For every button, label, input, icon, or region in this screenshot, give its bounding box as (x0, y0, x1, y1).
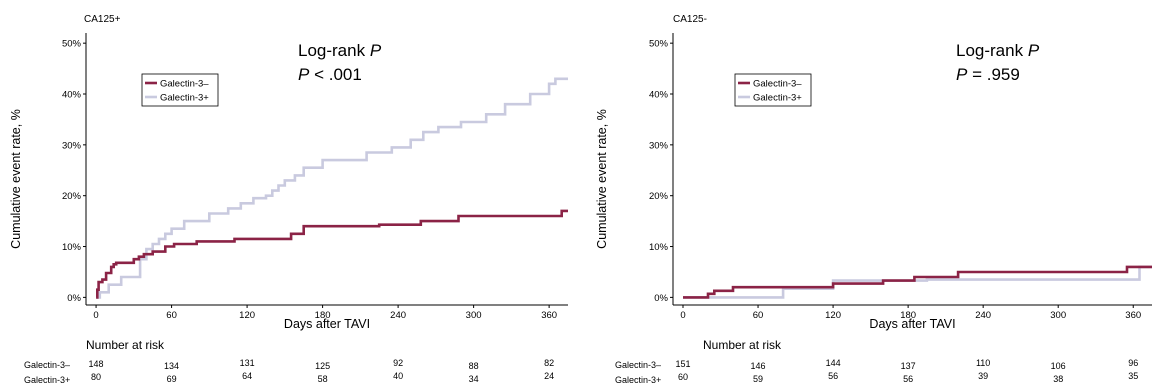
series-line-galectin-neg (96, 209, 568, 299)
stat-pvalue: P < .001 (298, 65, 362, 84)
x-tick-label: 120 (239, 310, 255, 321)
y-tick-label: 40% (649, 90, 669, 101)
risk-value: 131 (240, 358, 255, 368)
x-tick-label: 300 (466, 310, 482, 321)
x-tick-label: 240 (975, 310, 991, 321)
risk-row-label: Galectin-3– (24, 360, 70, 370)
risk-value: 106 (1051, 361, 1066, 371)
legend: Galectin-3– Galectin-3+ (734, 73, 812, 107)
legend-label: Galectin-3+ (160, 93, 209, 104)
risk-value: 64 (242, 371, 252, 381)
stat-value: = .959 (967, 65, 1019, 84)
series-line-galectin-pos (96, 77, 568, 299)
legend-label: Galectin-3– (160, 79, 209, 90)
y-tick-label: 50% (62, 39, 82, 50)
risk-value: 80 (91, 372, 101, 382)
x-tick-label: 0 (93, 310, 98, 321)
x-tick-label: 360 (1125, 310, 1141, 321)
risk-value: 56 (828, 371, 838, 381)
panel-title: CA125- (673, 14, 707, 25)
risk-value: 58 (318, 374, 328, 384)
stat-value: < .001 (309, 65, 361, 84)
legend-box (141, 73, 219, 107)
risk-value: 125 (315, 361, 330, 371)
risk-title: Number at risk (703, 338, 782, 352)
y-tick-label: 0% (67, 293, 81, 304)
x-axis-label: Days after TAVI (869, 317, 955, 331)
risk-value: 59 (753, 374, 763, 384)
series-line-galectin-neg (683, 265, 1152, 299)
risk-value: 88 (469, 361, 479, 371)
stat-p-symbol: P (298, 65, 310, 84)
risk-value: 56 (903, 374, 913, 384)
risk-value: 110 (976, 358, 990, 368)
risk-value: 39 (978, 371, 988, 381)
x-axis-label: Days after TAVI (284, 317, 370, 331)
x-tick-label: 120 (825, 310, 841, 321)
legend-label: Galectin-3– (753, 79, 802, 90)
y-tick-label: 30% (62, 140, 82, 151)
x-tick-label: 300 (1050, 310, 1066, 321)
stat-title-text: Log-rank (956, 41, 1028, 60)
y-tick-label: 10% (62, 242, 82, 253)
y-axis-label: Cumulative event rate, % (595, 109, 609, 249)
risk-value: 144 (826, 358, 841, 368)
risk-value: 146 (751, 361, 766, 371)
y-axis-label: Cumulative event rate, % (9, 109, 23, 249)
x-tick-label: 360 (541, 310, 557, 321)
risk-value: 35 (1128, 371, 1138, 381)
x-tick-label: 180 (900, 310, 916, 321)
risk-value: 38 (1053, 374, 1063, 384)
risk-value: 151 (675, 359, 690, 369)
y-tick-label: 20% (62, 191, 82, 202)
risk-value: 96 (1128, 358, 1138, 368)
y-tick-label: 20% (649, 191, 669, 202)
stat-p-symbol: P (956, 65, 968, 84)
y-tick-label: 50% (649, 39, 669, 50)
risk-value: 82 (544, 358, 554, 368)
legend-box (734, 73, 812, 107)
y-tick-label: 40% (62, 90, 82, 101)
risk-value: 148 (89, 359, 104, 369)
stat-title-p: P (1028, 41, 1040, 60)
x-tick-label: 60 (753, 310, 764, 321)
stat-title-text: Log-rank (298, 41, 370, 60)
y-tick-label: 0% (654, 293, 668, 304)
x-tick-label: 0 (680, 310, 685, 321)
panel-title: CA125+ (84, 14, 121, 25)
risk-value: 60 (678, 372, 688, 382)
risk-value: 34 (469, 374, 479, 384)
risk-value: 40 (393, 371, 403, 381)
risk-value: 137 (901, 361, 916, 371)
risk-row-label: Galectin-3+ (24, 375, 70, 385)
risk-title: Number at risk (86, 338, 165, 352)
risk-table: Number at risk Galectin-3– 151 146 144 137 110… (615, 338, 1138, 385)
y-tick-label: 30% (649, 140, 669, 151)
risk-table: Number at risk Galectin-3– 148 134 131 125 92 8… (24, 338, 554, 385)
risk-row-label: Galectin-3+ (615, 375, 661, 385)
chart-panel-2: CA125- 0% 10% 20% 30% 40% 50% 0 60 120 180 240 300 36… (595, 14, 1152, 385)
risk-value: 92 (393, 358, 403, 368)
x-tick-label: 60 (166, 310, 177, 321)
risk-row-label: Galectin-3– (615, 360, 661, 370)
risk-value: 134 (164, 361, 179, 371)
stat-title: Log-rank P (956, 41, 1040, 60)
stat-pvalue: P = .959 (956, 65, 1020, 84)
legend-label: Galectin-3+ (753, 93, 802, 104)
legend: Galectin-3– Galectin-3+ (141, 73, 219, 107)
stat-title-p: P (370, 41, 382, 60)
risk-value: 69 (167, 374, 177, 384)
chart-panel-1: CA125+ 0% 10% 20% 30% 40% 50% 0 60 120 180 240 300 36… (9, 14, 568, 385)
x-tick-label: 240 (390, 310, 406, 321)
stat-title: Log-rank P (298, 41, 382, 60)
risk-value: 24 (544, 371, 554, 381)
series-line-galectin-pos (683, 265, 1152, 299)
y-tick-label: 10% (649, 242, 669, 253)
x-tick-label: 180 (315, 310, 331, 321)
